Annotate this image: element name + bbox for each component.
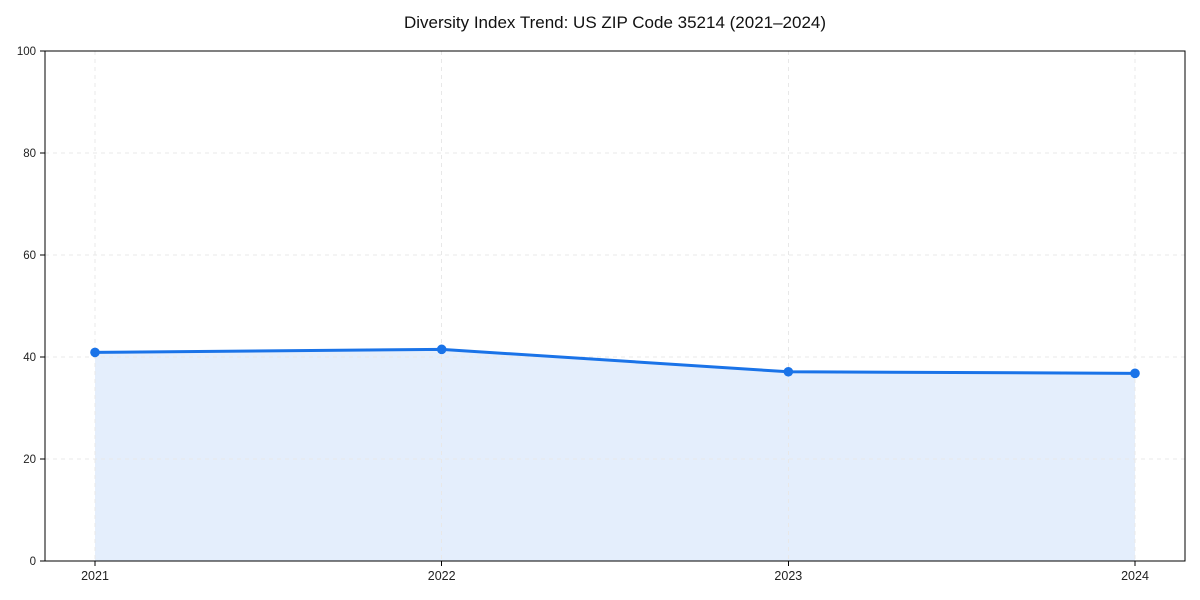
- y-tick-label: 20: [23, 454, 36, 466]
- y-tick-label: 80: [23, 148, 36, 160]
- data-point-marker: [783, 366, 794, 377]
- y-tick-label: 100: [17, 46, 36, 58]
- x-tick-label: 2024: [1121, 569, 1149, 583]
- data-point-marker: [90, 347, 100, 358]
- plot-border: [44, 50, 1186, 562]
- area-fill: [95, 349, 1135, 561]
- data-point-marker: [436, 344, 447, 355]
- y-tick-label: 40: [23, 352, 36, 364]
- y-tick-label: 0: [30, 556, 36, 568]
- trend-line: [93, 347, 1137, 375]
- x-tick-label: 2021: [81, 569, 109, 583]
- y-tick-label: 60: [23, 250, 36, 262]
- data-point-marker: [1130, 368, 1140, 379]
- x-tick-label: 2022: [428, 569, 456, 583]
- chart-title: Diversity Index Trend: US ZIP Code 35214…: [403, 13, 827, 32]
- x-tick-label: 2023: [774, 569, 802, 583]
